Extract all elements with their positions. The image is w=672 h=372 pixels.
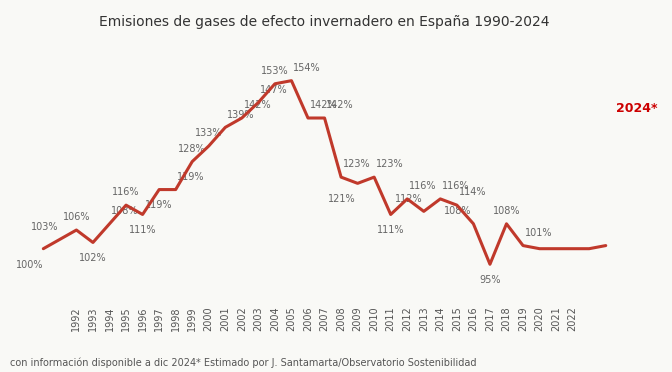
Text: 133%: 133% xyxy=(195,128,222,138)
Text: 112%: 112% xyxy=(394,193,422,203)
Text: 95%: 95% xyxy=(479,275,501,285)
Text: con información disponible a dic 2024: con información disponible a dic 2024 xyxy=(10,358,196,368)
Text: 121%: 121% xyxy=(329,194,356,204)
Text: 111%: 111% xyxy=(129,225,157,235)
Text: 119%: 119% xyxy=(177,172,205,182)
Text: 108%: 108% xyxy=(493,206,520,216)
Text: 102%: 102% xyxy=(79,253,107,263)
Text: 108%: 108% xyxy=(111,206,138,216)
Text: 119%: 119% xyxy=(145,201,173,211)
Text: 111%: 111% xyxy=(377,225,405,235)
Text: 142%: 142% xyxy=(326,100,354,110)
Title: Emisiones de gases de efecto invernadero en España 1990-2024: Emisiones de gases de efecto invernadero… xyxy=(99,15,550,29)
Text: 147%: 147% xyxy=(260,85,288,94)
Text: 139%: 139% xyxy=(227,110,255,119)
Text: 116%: 116% xyxy=(409,181,436,191)
Text: 153%: 153% xyxy=(261,66,289,76)
Text: 108%: 108% xyxy=(444,206,472,216)
Text: 123%: 123% xyxy=(343,159,370,169)
Text: 142%: 142% xyxy=(310,100,337,110)
Text: 142%: 142% xyxy=(243,100,271,110)
Text: 100%: 100% xyxy=(16,260,43,270)
Text: * Estimado por J. Santamarta/Observatorio Sostenibilidad: * Estimado por J. Santamarta/Observatori… xyxy=(196,358,476,368)
Text: 116%: 116% xyxy=(112,187,140,198)
Text: 2024*: 2024* xyxy=(616,102,657,115)
Text: 106%: 106% xyxy=(62,212,90,222)
Text: 154%: 154% xyxy=(293,63,321,73)
Text: 114%: 114% xyxy=(458,187,486,198)
Text: 128%: 128% xyxy=(178,144,206,154)
Text: 103%: 103% xyxy=(31,222,58,232)
Text: 101%: 101% xyxy=(525,228,552,238)
Text: 116%: 116% xyxy=(442,181,470,191)
Text: 123%: 123% xyxy=(376,159,403,169)
